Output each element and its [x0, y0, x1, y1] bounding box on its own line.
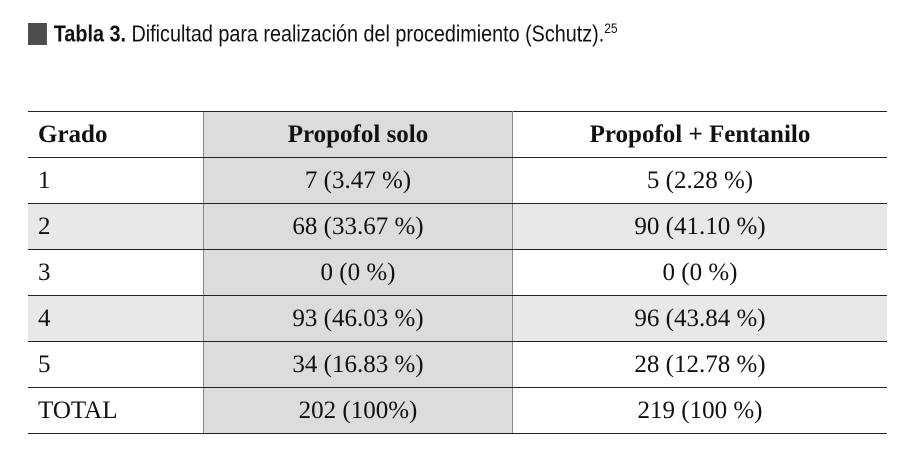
table-cell: 7 (3.47 %): [203, 157, 513, 204]
caption-text: Dificultad para realización del procedim…: [131, 20, 605, 47]
header-cell: Propofol solo: [203, 111, 513, 158]
table-row: TOTAL 202 (100%) 219 (100 %): [28, 387, 887, 434]
table-caption: Tabla 3. Dificultad para realización del…: [28, 20, 618, 48]
table-row: 2 68 (33.67 %) 90 (41.10 %): [28, 203, 887, 250]
table-cell: TOTAL: [28, 387, 204, 434]
table-cell: 4: [28, 295, 204, 342]
table-cell: 68 (33.67 %): [203, 203, 513, 250]
header-cell: Propofol + Fentanilo: [512, 111, 887, 158]
table-cell: 202 (100%): [203, 387, 513, 434]
header-cell: Grado: [28, 111, 204, 158]
caption-square: [28, 22, 47, 45]
table-cell: 0 (0 %): [512, 249, 887, 296]
caption-ref: 25: [604, 20, 618, 36]
table-cell: 1: [28, 157, 204, 204]
caption-label: Tabla 3.: [53, 20, 126, 47]
table-head: Grado Propofol solo Propofol + Fentanilo: [28, 111, 887, 158]
table-cell: 93 (46.03 %): [203, 295, 513, 342]
table-cell: 5: [28, 341, 204, 388]
header-row: Grado Propofol solo Propofol + Fentanilo: [28, 111, 887, 158]
table-cell: 3: [28, 249, 204, 296]
table-cell: 96 (43.84 %): [512, 295, 887, 342]
table-row: 4 93 (46.03 %) 96 (43.84 %): [28, 295, 887, 342]
table-cell: 0 (0 %): [203, 249, 513, 296]
data-table: Grado Propofol solo Propofol + Fentanilo 1…: [28, 111, 887, 434]
table-cell: 2: [28, 203, 204, 250]
table-cell: 219 (100 %): [512, 387, 887, 434]
table-cell: 90 (41.10 %): [512, 203, 887, 250]
table-cell: 28 (12.78 %): [512, 341, 887, 388]
table-cell: 5 (2.28 %): [512, 157, 887, 204]
table-row: 5 34 (16.83 %) 28 (12.78 %): [28, 341, 887, 388]
table-cell: 34 (16.83 %): [203, 341, 513, 388]
